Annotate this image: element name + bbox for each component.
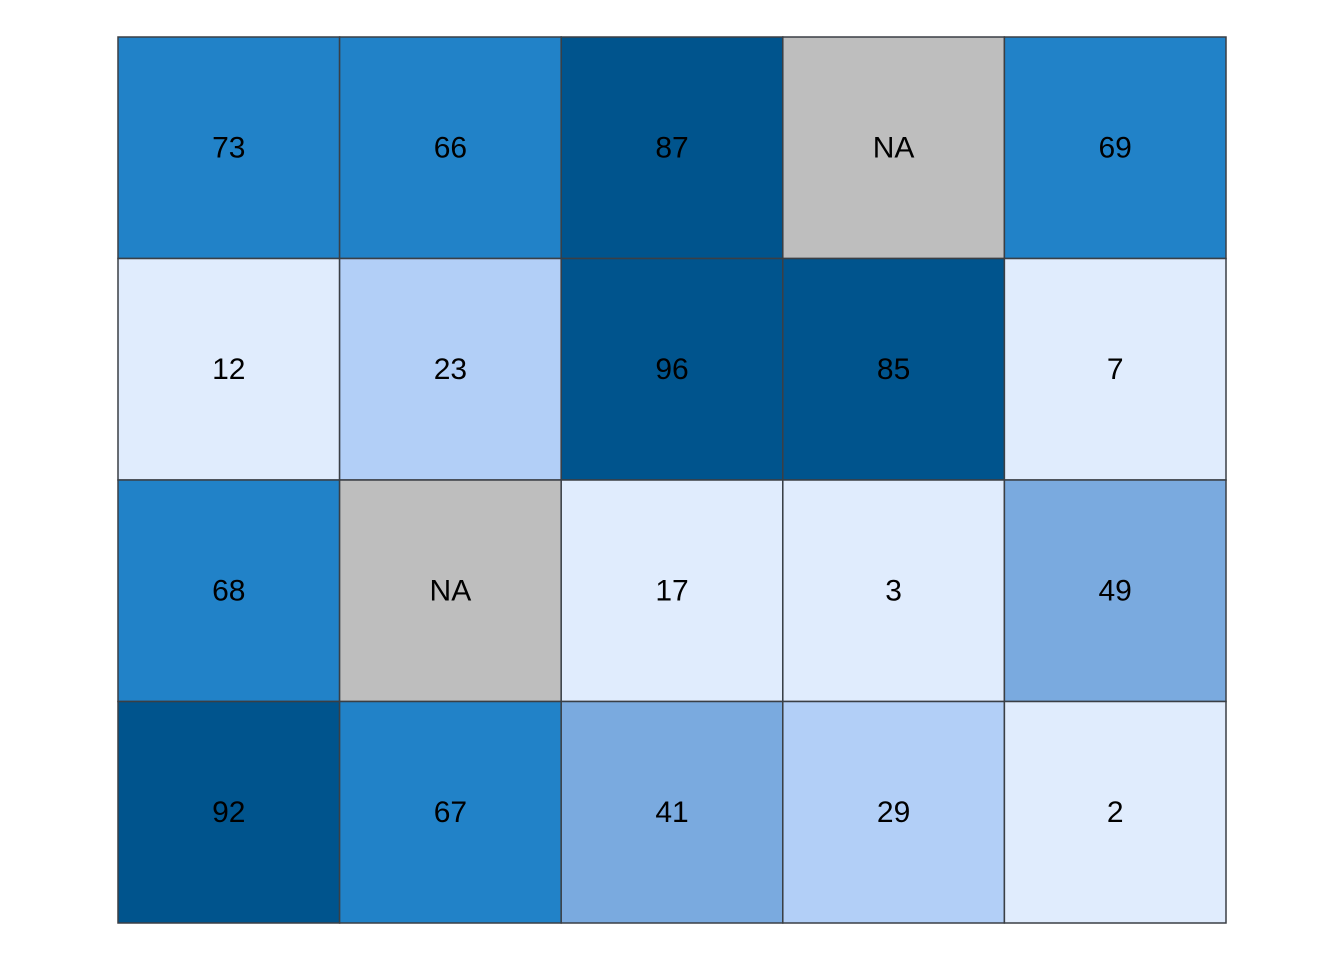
heatmap-cell-label-r4-c1: 92 [212,796,245,829]
heatmap-cell-r2-c3 [560,257,784,481]
heatmap-cell-r3-c2 [338,479,562,703]
heatmap-cell-label-r3-c4: 3 [885,574,902,607]
heatmap-cell-r4-c3 [560,700,784,924]
heatmap-cell-label-r4-c2: 67 [434,796,467,829]
heatmap-cell-label-r2-c5: 7 [1107,353,1124,386]
heatmap-cell-label-r3-c3: 17 [655,574,688,607]
heatmap-cell-label-r1-c4: NA [873,131,915,164]
heatmap-cell-r4-c1 [117,700,341,924]
heatmap-cell-label-r1-c5: 69 [1099,131,1132,164]
heatmap-cell-r1-c4 [782,36,1006,260]
heatmap-cell-label-r1-c3: 87 [655,131,688,164]
heatmap-cell-label-r2-c3: 96 [655,353,688,386]
heatmap-cell-r1-c2 [338,36,562,260]
heatmap-cell-label-r2-c4: 85 [877,353,910,386]
heatmap-cell-r2-c5 [1003,257,1227,481]
heatmap-cell-r3-c3 [560,479,784,703]
heatmap-cell-label-r1-c2: 66 [434,131,467,164]
heatmap-cell-label-r3-c1: 68 [212,574,245,607]
heatmap-cell-r3-c5 [1003,479,1227,703]
heatmap-cell-r4-c5 [1003,700,1227,924]
heatmap-cell-label-r1-c1: 73 [212,131,245,164]
heatmap-cell-r4-c2 [338,700,562,924]
heatmap-cell-label-r4-c4: 29 [877,796,910,829]
heatmap-cell-r4-c4 [782,700,1006,924]
heatmap-cell-label-r3-c2: NA [430,574,472,607]
heatmap-cell-label-r3-c5: 49 [1099,574,1132,607]
heatmap-cell-r1-c1 [117,36,341,260]
heatmap-cell-labels: 73 66 87 NA 69 12 23 96 85 7 68 NA 17 3 49 92 67 41 29 2 [212,131,1132,829]
heatmap-cell-r1-c3 [560,36,784,260]
heatmap-cell-r3-c4 [782,479,1006,703]
heatmap-cells [117,36,1227,924]
heatmap-cell-label-r4-c5: 2 [1107,796,1124,829]
heatmap-cell-r2-c1 [117,257,341,481]
heatmap-cell-label-r2-c2: 23 [434,353,467,386]
heatmap-cell-label-r4-c3: 41 [655,796,688,829]
heatmap-cell-r1-c5 [1003,36,1227,260]
heatmap-cell-r2-c2 [338,257,562,481]
heatmap-cell-label-r2-c1: 12 [212,353,245,386]
